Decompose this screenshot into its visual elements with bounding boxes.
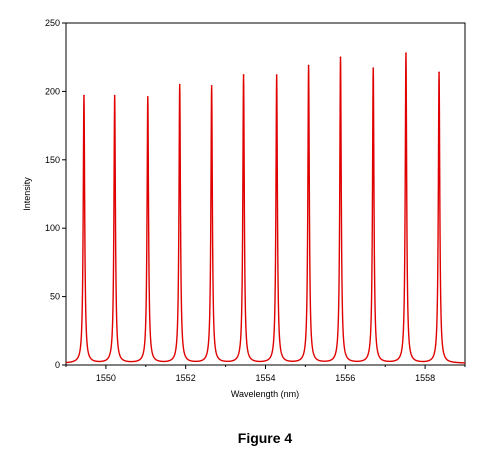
y-axis-label: Intensity bbox=[22, 177, 32, 211]
peak-point-2 bbox=[113, 94, 116, 97]
x-tick-label: 1550 bbox=[96, 373, 116, 383]
y-tick-label: 50 bbox=[50, 292, 60, 302]
peak-point-11 bbox=[405, 52, 407, 54]
figure-caption: Figure 4 bbox=[238, 430, 293, 446]
y-tick-label: 250 bbox=[45, 18, 60, 28]
peak-point-5 bbox=[210, 85, 213, 87]
y-tick-label: 0 bbox=[55, 360, 60, 370]
x-axis: 1550 1552 1554 1556 1558 bbox=[65, 365, 466, 383]
spectrum-line bbox=[65, 52, 465, 364]
x-tick-label: 1558 bbox=[415, 373, 435, 383]
peak-point-9 bbox=[339, 56, 342, 58]
peak-point-3 bbox=[146, 96, 149, 98]
y-tick-label: 100 bbox=[45, 223, 60, 233]
peak-point-7 bbox=[275, 74, 278, 76]
peak-point-4 bbox=[178, 83, 181, 86]
series-line bbox=[65, 52, 465, 364]
y-axis: 0 50 100 150 200 250 bbox=[45, 18, 66, 370]
y-tick-label: 200 bbox=[45, 86, 60, 96]
x-tick-label: 1554 bbox=[255, 373, 275, 383]
y-tick-label: 150 bbox=[45, 155, 60, 165]
x-tick-label: 1552 bbox=[176, 373, 196, 383]
peak-point-6 bbox=[242, 74, 245, 76]
plot-area bbox=[65, 22, 466, 366]
peak-point-10 bbox=[372, 67, 375, 69]
x-tick-label: 1556 bbox=[335, 373, 355, 383]
peak-point-12 bbox=[438, 71, 440, 74]
peak-point-8 bbox=[307, 64, 310, 67]
peak-point-1 bbox=[83, 94, 85, 97]
x-axis-label: Wavelength (nm) bbox=[231, 389, 299, 399]
